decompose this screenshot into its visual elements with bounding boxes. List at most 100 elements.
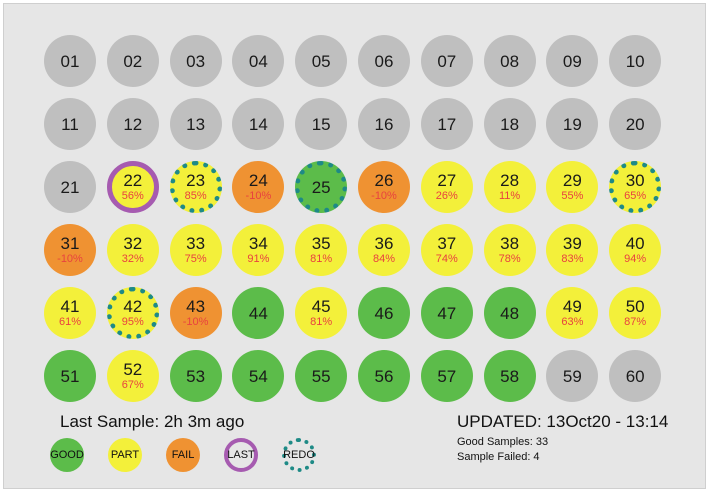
sample-number: 54 <box>248 366 268 386</box>
sample-cell-38: 38 78% <box>483 224 536 276</box>
sample-number: 25 <box>311 177 331 197</box>
sample-number: 17 <box>437 114 457 134</box>
legend-good: GOOD <box>50 438 84 472</box>
sample-cell-10: 10 <box>609 35 662 87</box>
sample-percent: 65% <box>624 190 647 202</box>
sample-percent: 63% <box>561 316 584 328</box>
sample-cell-27: 27 26% <box>420 161 473 213</box>
sample-percent: -10% <box>245 190 272 202</box>
sample-cell-15: 15 <box>295 98 348 150</box>
sample-number: 48 <box>500 303 520 323</box>
sample-number: 13 <box>186 114 206 134</box>
sample-cell-54: 54 <box>232 350 285 402</box>
sample-number: 28 <box>500 171 520 190</box>
sample-number: 45 <box>311 297 331 316</box>
sample-number: 07 <box>437 51 457 71</box>
sample-cell-36: 36 84% <box>358 224 410 276</box>
sample-number: 41 <box>60 297 80 316</box>
samples-failed-count: Sample Failed: 4 <box>457 451 540 463</box>
sample-number: 05 <box>311 51 331 71</box>
legend-label: FAIL <box>171 449 195 461</box>
sample-percent: 74% <box>435 253 458 265</box>
sample-cell-20: 20 <box>609 98 662 150</box>
sample-cell-47: 47 <box>420 287 473 339</box>
sample-percent: -10% <box>182 316 209 328</box>
sample-number: 44 <box>248 303 268 323</box>
sample-cell-26: 26 -10% <box>358 161 410 213</box>
good-samples-count: Good Samples: 33 <box>457 436 549 448</box>
sample-percent: 91% <box>247 253 270 265</box>
sample-percent: 32% <box>121 253 144 265</box>
sample-percent: 78% <box>498 253 521 265</box>
sample-number: 10 <box>625 51 645 71</box>
legend-last: LAST <box>224 438 258 472</box>
sample-number: 50 <box>625 297 645 316</box>
sample-number: 58 <box>500 366 520 386</box>
sample-number: 43 <box>186 297 206 316</box>
sample-cell-25: 25 <box>295 161 348 213</box>
sample-cell-30: 30 65% <box>609 161 662 213</box>
sample-number: 24 <box>248 171 268 190</box>
sample-number: 27 <box>437 171 457 190</box>
legend-label: PART <box>110 449 140 461</box>
sample-number: 18 <box>500 114 520 134</box>
sample-percent: 67% <box>121 379 144 391</box>
sample-percent: 84% <box>372 253 396 265</box>
sample-number: 60 <box>625 366 645 386</box>
sample-cell-37: 37 74% <box>420 224 473 276</box>
sample-number: 53 <box>186 366 206 386</box>
sample-cell-45: 45 81% <box>295 287 348 339</box>
sample-cell-06: 06 <box>358 35 410 87</box>
sample-number: 59 <box>562 366 582 386</box>
legend-part: PART <box>108 438 142 472</box>
sample-number: 37 <box>437 234 457 253</box>
sample-cell-51: 51 <box>44 350 96 402</box>
sample-cell-53: 53 <box>169 350 222 402</box>
sample-number: 14 <box>248 114 268 134</box>
sample-number: 01 <box>60 51 80 71</box>
sample-cell-07: 07 <box>420 35 473 87</box>
sample-status-panel: 01 02 03 04 05 06 07 08 09 10 11 12 13 14 15 16 17 18 19 20… <box>3 3 706 489</box>
sample-number: 47 <box>437 303 457 323</box>
sample-cell-08: 08 <box>483 35 536 87</box>
sample-cell-22: 22 56% <box>106 161 159 213</box>
sample-number: 12 <box>123 114 143 134</box>
sample-cell-21: 21 <box>44 161 96 213</box>
sample-number: 52 <box>123 360 143 379</box>
sample-percent: 75% <box>184 253 207 265</box>
sample-number: 11 <box>61 114 79 134</box>
sample-cell-50: 50 87% <box>609 287 662 339</box>
sample-number: 02 <box>123 51 143 71</box>
sample-number: 16 <box>374 114 394 134</box>
sample-cell-40: 40 94% <box>609 224 662 276</box>
sample-cell-55: 55 <box>295 350 348 402</box>
sample-cell-34: 34 91% <box>232 224 285 276</box>
legend-label: LAST <box>227 449 255 461</box>
sample-number: 40 <box>625 234 645 253</box>
sample-cell-13: 13 <box>169 98 222 150</box>
sample-number: 04 <box>248 51 268 71</box>
sample-cell-23: 23 85% <box>169 161 222 213</box>
sample-percent: 26% <box>435 190 458 202</box>
sample-cell-03: 03 <box>169 35 222 87</box>
sample-percent: 87% <box>624 316 647 328</box>
sample-cell-44: 44 <box>232 287 285 339</box>
sample-number: 26 <box>374 171 394 190</box>
sample-number: 31 <box>60 234 80 253</box>
sample-cell-28: 28 11% <box>483 161 536 213</box>
last-sample-text: Last Sample: 2h 3m ago <box>60 412 245 431</box>
sample-percent: -10% <box>371 190 397 202</box>
sample-number: 06 <box>374 51 394 71</box>
sample-cell-43: 43 -10% <box>169 287 222 339</box>
sample-number: 29 <box>562 171 582 190</box>
sample-cell-18: 18 <box>483 98 536 150</box>
sample-cell-46: 46 <box>358 287 410 339</box>
sample-number: 30 <box>625 171 645 190</box>
sample-number: 08 <box>500 51 520 71</box>
sample-cell-29: 29 55% <box>546 161 599 213</box>
sample-number: 35 <box>311 234 331 253</box>
sample-number: 46 <box>374 303 394 323</box>
sample-number: 34 <box>248 234 268 253</box>
sample-cell-42: 42 95% <box>106 287 159 339</box>
sample-cell-17: 17 <box>420 98 473 150</box>
